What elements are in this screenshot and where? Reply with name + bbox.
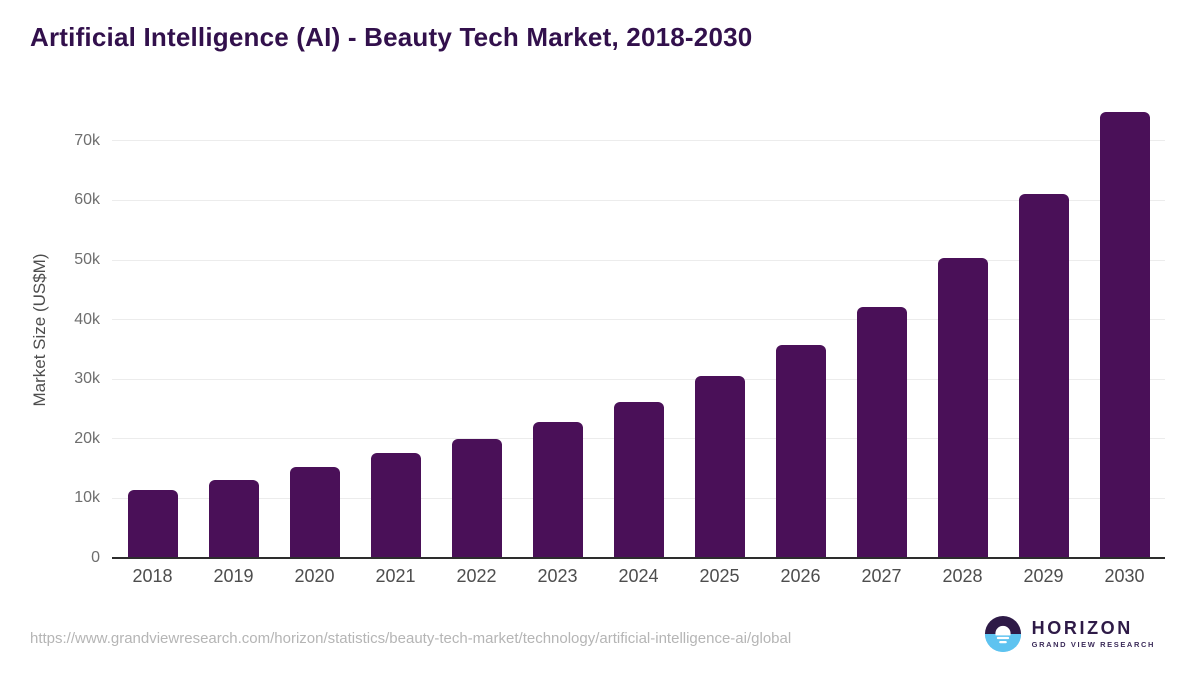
bar-2026[interactable] bbox=[775, 345, 826, 558]
y-tick-label: 30k bbox=[74, 370, 100, 388]
horizon-logo[interactable]: HORIZON GRAND VIEW RESEARCH bbox=[984, 615, 1155, 653]
y-tick-label: 60k bbox=[74, 191, 100, 209]
logo-wordmark: HORIZON bbox=[1031, 617, 1133, 638]
x-tick-label: 2025 bbox=[699, 566, 740, 586]
y-tick-label: 50k bbox=[74, 251, 100, 268]
plot-area: 2018 2019 2020 2021 2022 2023 2024 2025 2026 2027… bbox=[112, 108, 1165, 586]
x-tick-label: 2021 bbox=[375, 566, 416, 586]
gridline bbox=[112, 140, 1165, 142]
bar-2020[interactable] bbox=[289, 466, 340, 558]
logo-subtitle: GRAND VIEW RESEARCH bbox=[1031, 640, 1155, 650]
x-tick-label: 2027 bbox=[861, 566, 902, 586]
y-tick-label: 10k bbox=[74, 489, 100, 507]
bar-2023[interactable] bbox=[532, 422, 583, 558]
bar-2030[interactable] bbox=[1099, 112, 1150, 558]
gridline bbox=[112, 259, 1165, 261]
x-tick-label: 2024 bbox=[618, 566, 659, 586]
gridline bbox=[112, 319, 1165, 321]
gridline bbox=[112, 378, 1165, 380]
y-tick-label: 70k bbox=[74, 131, 100, 149]
bar-2024[interactable] bbox=[613, 401, 664, 558]
bar-2029[interactable] bbox=[1018, 194, 1069, 558]
bar-2021[interactable] bbox=[370, 453, 421, 558]
x-tick-label: 2026 bbox=[780, 566, 821, 586]
x-tick-label: 2029 bbox=[1023, 566, 1064, 586]
x-tick-label: 2022 bbox=[456, 566, 497, 586]
bar-2027[interactable] bbox=[856, 307, 907, 558]
source-url: https://www.grandviewresearch.com/horizo… bbox=[30, 630, 792, 647]
y-tick-label: 0 bbox=[91, 549, 100, 566]
y-axis-ticks: 0 10k 20k 30k 40k 50k 60k 70k bbox=[30, 108, 100, 566]
x-tick-label: 2018 bbox=[132, 566, 173, 586]
y-tick-label: 20k bbox=[74, 429, 100, 447]
bar-2025[interactable] bbox=[694, 376, 745, 558]
x-tick-label: 2028 bbox=[942, 566, 983, 586]
x-tick-label: 2030 bbox=[1104, 566, 1145, 586]
bar-2022[interactable] bbox=[451, 438, 502, 558]
y-tick-label: 40k bbox=[74, 310, 100, 328]
x-tick-label: 2023 bbox=[537, 566, 578, 586]
bar-2018[interactable] bbox=[127, 490, 178, 558]
x-tick-label: 2020 bbox=[294, 566, 335, 586]
bar-2028[interactable] bbox=[937, 258, 988, 558]
horizon-logo-icon bbox=[984, 615, 1022, 653]
gridline bbox=[112, 199, 1165, 201]
x-axis-line bbox=[112, 557, 1165, 559]
chart-title: Artificial Intelligence (AI) - Beauty Te… bbox=[30, 22, 753, 52]
x-tick-label: 2019 bbox=[213, 566, 254, 586]
bar-2019[interactable] bbox=[208, 479, 259, 558]
